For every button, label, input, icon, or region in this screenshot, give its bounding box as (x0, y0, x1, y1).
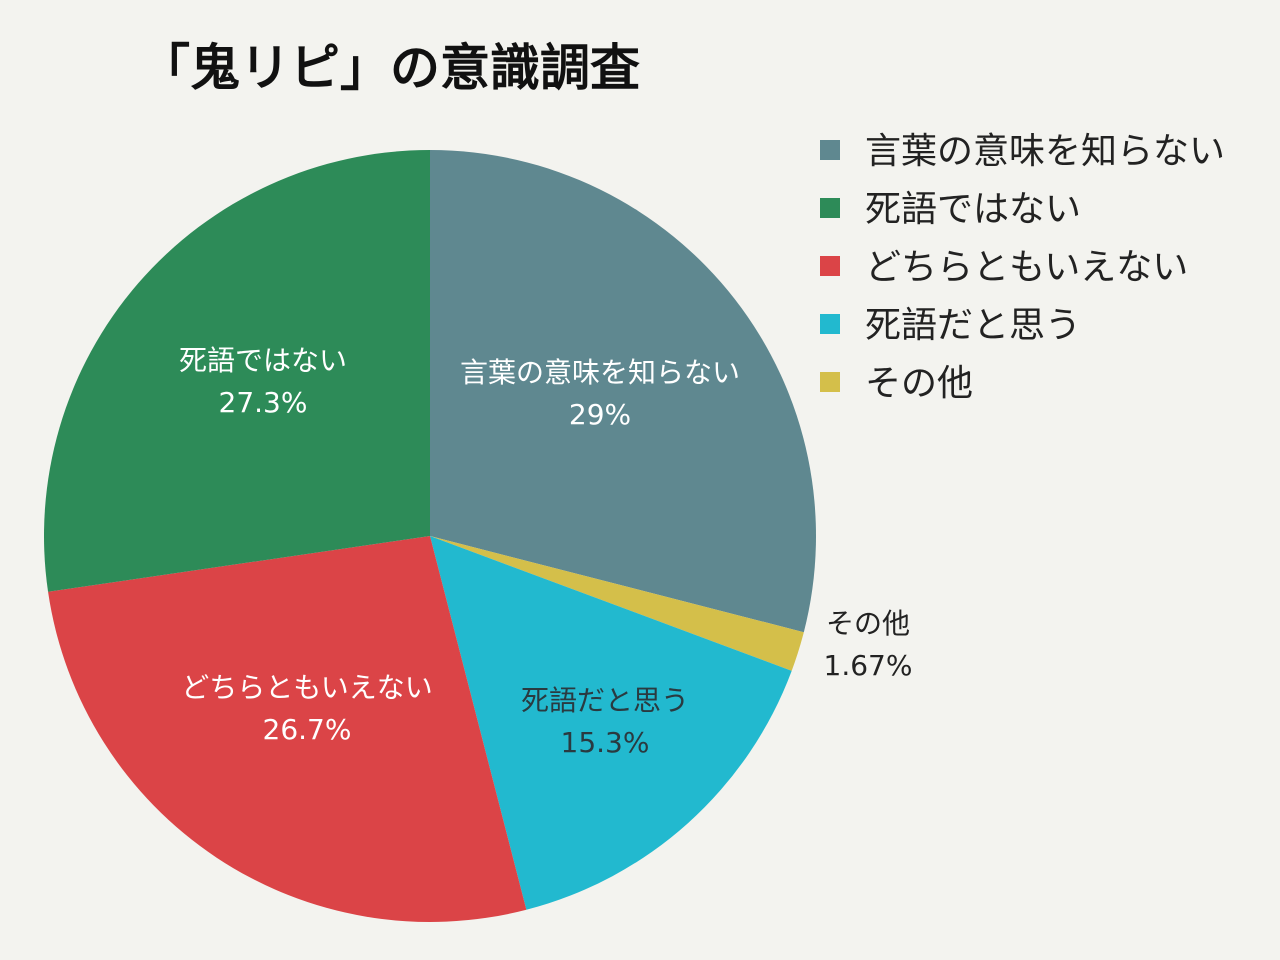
legend-label: 言葉の意味を知らない (865, 131, 1225, 172)
slice-label: 死語だと思う (521, 684, 689, 717)
chart-title: 「鬼リピ」の意識調査 (140, 39, 640, 97)
legend-label: 死語だと思う (865, 305, 1081, 346)
pie-slice (48, 536, 527, 922)
slice-label: 死語ではない (179, 344, 347, 377)
slice-label: 言葉の意味を知らない (460, 356, 740, 389)
slice-value-label: 1.67% (824, 649, 913, 682)
legend-swatch (820, 256, 840, 276)
slice-labels: 言葉の意味を知らない 29% その他 1.67% 死語だと思う 15.3% どちらともいえな… (179, 344, 912, 759)
slice-label: その他 (826, 607, 910, 640)
slice-value-label: 27.3% (219, 386, 308, 419)
pie-slices (43, 150, 816, 922)
slice-value-label: 29% (569, 398, 631, 431)
legend-label: その他 (865, 363, 973, 404)
pie-slice (430, 536, 804, 671)
slice-value-label: 26.7% (263, 713, 352, 746)
legend-label: どちらともいえない (865, 247, 1188, 288)
legend-label: 死語ではない (865, 189, 1081, 230)
legend-swatch (820, 372, 840, 392)
legend-swatch (820, 314, 840, 334)
pie-slice (430, 150, 816, 633)
slice-label: どちらともいえない (181, 671, 432, 704)
legend-swatch (820, 198, 840, 218)
slice-value-label: 15.3% (561, 726, 650, 759)
legend-swatch (820, 140, 840, 160)
pie-slice (430, 536, 792, 910)
pie-slice (43, 150, 430, 592)
